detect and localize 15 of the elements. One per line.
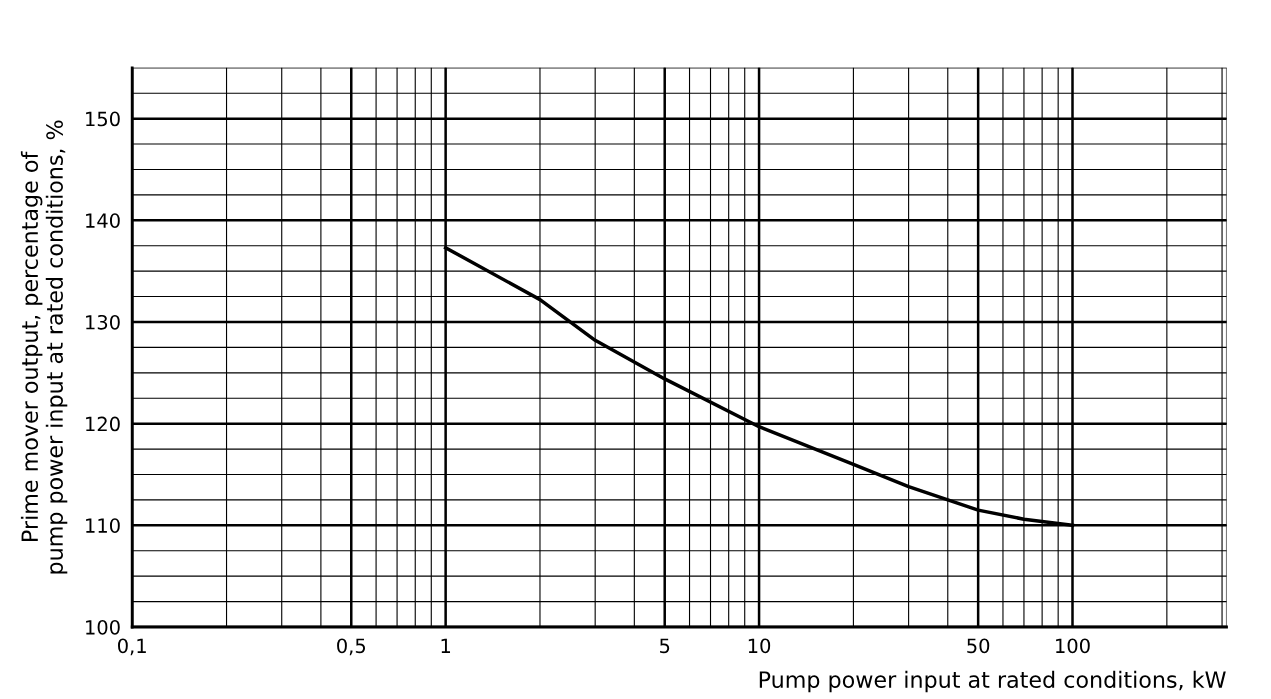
y-axis-title: Prime mover output, percentage of pump power input at rated conditions, % xyxy=(20,120,68,574)
y-tick-label: 140 xyxy=(86,213,120,228)
x-tick-label: 10 xyxy=(748,638,771,654)
x-tick-label: 0,5 xyxy=(337,638,366,656)
x-tick-label: 0,1 xyxy=(118,638,146,656)
y-tick-label: 100 xyxy=(86,619,120,635)
y-tick-label: 110 xyxy=(86,518,120,533)
x-tick-label: 5 xyxy=(660,638,670,654)
x-tick-label: 50 xyxy=(967,638,990,654)
y-tick-label: 120 xyxy=(86,416,120,432)
x-tick-label: 100 xyxy=(1056,638,1090,654)
x-tick-label: 1 xyxy=(441,638,451,653)
y-tick-label: 150 xyxy=(86,111,120,127)
y-tick-label: 130 xyxy=(86,314,120,330)
x-axis-title: Pump power input at rated conditions, kW xyxy=(759,670,1226,693)
